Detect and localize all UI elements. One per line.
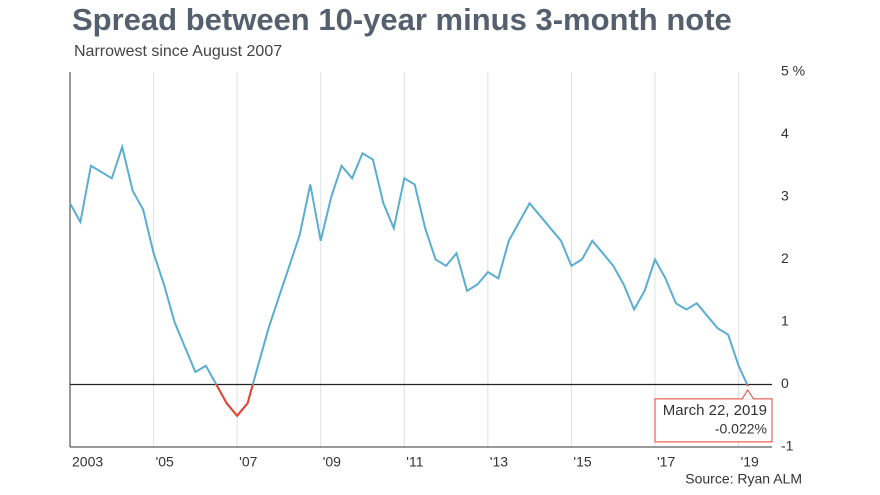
- x-tick-label: '15: [573, 454, 591, 470]
- chart-title: Spread between 10-year minus 3-month not…: [72, 2, 732, 37]
- x-tick-label: '11: [406, 454, 423, 470]
- x-tick-label: '13: [490, 454, 508, 470]
- data-line-negative: [215, 384, 749, 418]
- y-tick-label: 4: [781, 125, 789, 141]
- x-tick-label: '09: [323, 454, 341, 470]
- annotation-date: March 22, 2019: [663, 402, 767, 419]
- x-tick-label: '05: [156, 454, 174, 470]
- y-tick-label: 5 %: [781, 63, 805, 79]
- y-tick-label: 0: [781, 375, 789, 391]
- y-tick-label: 3: [781, 188, 789, 204]
- x-tick-label: '17: [657, 454, 675, 470]
- annotation-value: -0.022%: [715, 421, 767, 437]
- annotation-box: [654, 398, 773, 443]
- chart-subtitle: Narrowest since August 2007: [74, 43, 282, 60]
- source: Source: Ryan ALM: [685, 471, 802, 487]
- data-line: [69, 143, 749, 418]
- y-tick-label: 1: [781, 313, 789, 329]
- x-tick-label: '19: [741, 454, 759, 470]
- annotation-pointer: [741, 388, 755, 400]
- x-tick-label: 2003: [72, 454, 103, 470]
- y-tick-label: -1: [781, 438, 794, 454]
- x-tick-label: '07: [239, 454, 257, 470]
- y-tick-label: 2: [781, 250, 789, 266]
